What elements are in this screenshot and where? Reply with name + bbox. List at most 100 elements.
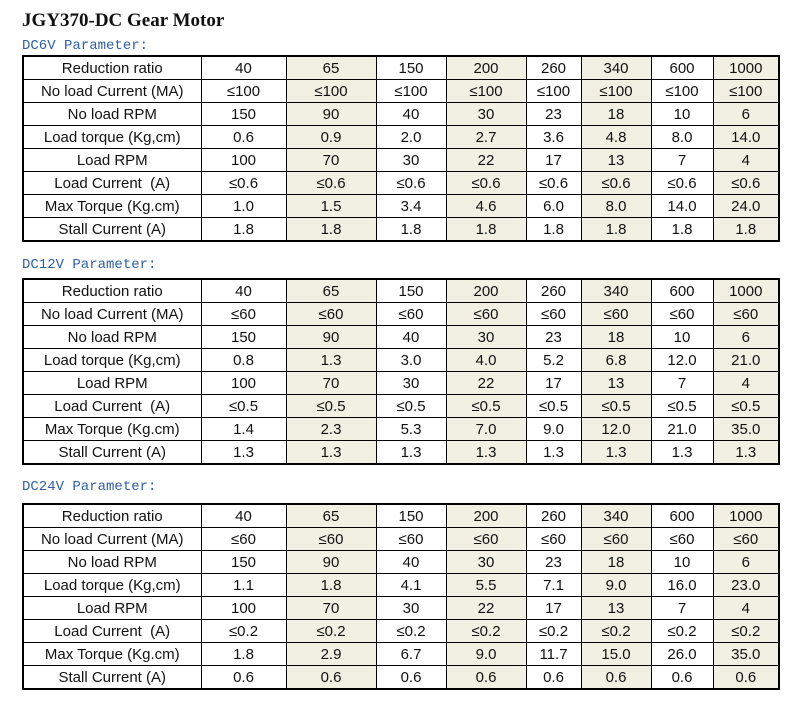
cell: 7 [650, 596, 714, 620]
cell: 0.6 [200, 125, 287, 149]
cell: 65 [285, 278, 377, 303]
cell: 4.6 [445, 194, 527, 218]
section-heading: DC12V Parameter: [22, 257, 157, 273]
cell: 8.0 [650, 125, 714, 149]
row-label: Max Torque (Kg.cm) [22, 417, 202, 441]
table-row: Reduction ratio 40 65 150 200 260 340 600 1000 [22, 55, 780, 80]
cell: ≤60 [285, 302, 377, 326]
cell: 7 [650, 371, 714, 395]
cell: 2.7 [445, 125, 527, 149]
cell: 7 [650, 148, 714, 172]
cell: 1000 [712, 278, 780, 303]
cell: 0.6 [525, 665, 582, 690]
table-row: Load Current (A) ≤0.5 ≤0.5 ≤0.5 ≤0.5 ≤0.5 ≤0.5… [22, 394, 780, 418]
cell: 0.6 [445, 665, 527, 690]
row-label: No load Current (MA) [22, 302, 202, 326]
row-label: Reduction ratio [22, 503, 202, 528]
cell: 35.0 [712, 642, 780, 666]
cell: 65 [285, 503, 377, 528]
cell: 30 [375, 148, 447, 172]
cell: 3.4 [375, 194, 447, 218]
table-row: Stall Current (A) 0.6 0.6 0.6 0.6 0.6 0.6 0.6 0.… [22, 665, 780, 690]
cell: ≤0.6 [650, 171, 714, 195]
cell: 22 [445, 148, 527, 172]
cell: 1.3 [445, 440, 527, 465]
cell: ≤0.2 [580, 619, 652, 643]
cell: 70 [285, 371, 377, 395]
cell: 14.0 [650, 194, 714, 218]
cell: 1.3 [285, 440, 377, 465]
cell: 150 [200, 325, 287, 349]
cell: 150 [200, 550, 287, 574]
cell: 150 [375, 503, 447, 528]
cell: 65 [285, 55, 377, 80]
table-row: Load Current (A) ≤0.2 ≤0.2 ≤0.2 ≤0.2 ≤0.2 ≤0.2… [22, 619, 780, 643]
cell: 1.3 [580, 440, 652, 465]
row-label: No load RPM [22, 325, 202, 349]
cell: 4.1 [375, 573, 447, 597]
cell: ≤60 [200, 302, 287, 326]
table-row: Max Torque (Kg.cm) 1.8 2.9 6.7 9.0 11.7 15.0 26… [22, 642, 780, 666]
cell: 15.0 [580, 642, 652, 666]
row-label: No load RPM [22, 550, 202, 574]
cell: 18 [580, 102, 652, 126]
cell: 1.8 [375, 217, 447, 242]
row-label: Stall Current (A) [22, 217, 202, 242]
table-row: No load RPM 150 90 40 30 23 18 10 6 [22, 550, 780, 574]
cell: 1.3 [650, 440, 714, 465]
cell: 0.6 [712, 665, 780, 690]
cell: 200 [445, 278, 527, 303]
row-label: No load Current (MA) [22, 527, 202, 551]
cell: 4 [712, 148, 780, 172]
row-label: Load torque (Kg,cm) [22, 348, 202, 372]
row-label: Reduction ratio [22, 55, 202, 80]
cell: 3.0 [375, 348, 447, 372]
row-label: Max Torque (Kg.cm) [22, 194, 202, 218]
cell: 260 [525, 503, 582, 528]
cell: 30 [375, 596, 447, 620]
table-row: Load torque (Kg,cm) 0.8 1.3 3.0 4.0 5.2 6.8 12.… [22, 348, 780, 372]
cell: 30 [445, 325, 527, 349]
cell: 0.6 [580, 665, 652, 690]
cell: 340 [580, 55, 652, 80]
cell: 17 [525, 596, 582, 620]
row-label: No load RPM [22, 102, 202, 126]
table-row: Max Torque (Kg.cm) 1.4 2.3 5.3 7.0 9.0 12.0 21.… [22, 417, 780, 441]
cell: 1.3 [200, 440, 287, 465]
cell: 13 [580, 596, 652, 620]
cell: 13 [580, 371, 652, 395]
cell: 6 [712, 102, 780, 126]
cell: ≤0.5 [650, 394, 714, 418]
cell: 1.8 [580, 217, 652, 242]
table-row: No load RPM 150 90 40 30 23 18 10 6 [22, 102, 780, 126]
cell: 35.0 [712, 417, 780, 441]
row-label: Load torque (Kg,cm) [22, 125, 202, 149]
cell: 100 [200, 596, 287, 620]
cell: 7.0 [445, 417, 527, 441]
cell: ≤0.6 [445, 171, 527, 195]
cell: 18 [580, 325, 652, 349]
spec-table: Reduction ratio 40 65 150 200 260 340 600 1000 No… [22, 503, 780, 690]
cell: ≤100 [525, 79, 582, 103]
cell: 21.0 [650, 417, 714, 441]
cell: 17 [525, 371, 582, 395]
cell: 40 [375, 325, 447, 349]
row-label: Stall Current (A) [22, 440, 202, 465]
cell: 200 [445, 55, 527, 80]
cell: 150 [375, 278, 447, 303]
table-row: Load RPM 100 70 30 22 17 13 7 4 [22, 371, 780, 395]
cell: 21.0 [712, 348, 780, 372]
cell: ≤0.5 [200, 394, 287, 418]
cell: 26.0 [650, 642, 714, 666]
cell: 23.0 [712, 573, 780, 597]
row-label: Load Current (A) [22, 619, 202, 643]
cell: 30 [375, 371, 447, 395]
cell: 4.0 [445, 348, 527, 372]
cell: 18 [580, 550, 652, 574]
cell: 100 [200, 148, 287, 172]
cell: 23 [525, 102, 582, 126]
table-row: Stall Current (A) 1.8 1.8 1.8 1.8 1.8 1.8 1.8 1.… [22, 217, 780, 242]
cell: 0.9 [285, 125, 377, 149]
cell: 1.3 [525, 440, 582, 465]
cell: 22 [445, 596, 527, 620]
